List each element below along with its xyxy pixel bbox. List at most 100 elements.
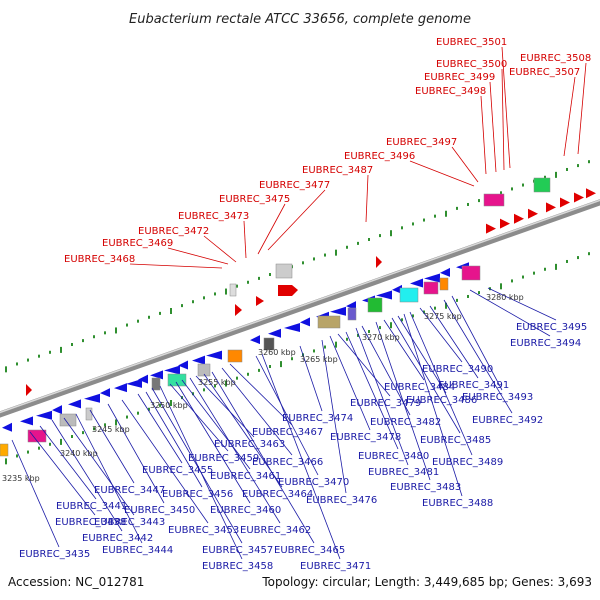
kbp-label: 3255 kbp: [198, 378, 236, 387]
label-pointer-line: [169, 383, 229, 452]
label-pointer-line: [391, 317, 461, 434]
label-pointer-line: [397, 315, 447, 394]
kbp-label: 3270 kbp: [362, 333, 400, 342]
label-pointer-line: [129, 263, 223, 269]
genome-backbone-highlight: [0, 199, 600, 414]
reverse-gene-arrow: [300, 317, 310, 327]
reverse-gene-label: EUBREC_3470: [278, 477, 349, 488]
reverse-gene-arrow: [410, 278, 423, 288]
forward-gene-arrow: [574, 192, 584, 203]
forward-gene-arrow: [586, 188, 596, 199]
colored-features: [0, 177, 551, 457]
reverse-gene-label: EUBREC_3479: [350, 398, 421, 409]
label-pointer-line: [189, 377, 281, 524]
forward-label-lines: [129, 46, 587, 269]
kbp-label: 3240 kbp: [60, 449, 98, 458]
outer-tick-track: [5, 160, 590, 373]
label-pointer-line: [75, 413, 143, 544]
label-pointer-line: [501, 46, 511, 169]
label-pointer-line: [501, 68, 505, 171]
forward-gene-arrow: [560, 197, 570, 208]
forward-gene-label: EUBREC_3487: [302, 165, 373, 176]
gene-feature-box: [347, 307, 357, 321]
reverse-gene-arrow: [440, 267, 450, 277]
reverse-gene-label: EUBREC_3471: [300, 561, 371, 572]
reverse-gene-arrow: [100, 388, 110, 398]
forward-gene-label: EUBREC_3499: [424, 72, 495, 83]
label-pointer-line: [419, 307, 463, 363]
label-pointer-line: [403, 313, 463, 497]
reverse-gene-label: EUBREC_3478: [330, 432, 401, 443]
label-pointer-line: [257, 203, 286, 255]
forward-gene-label: EUBREC_3473: [178, 211, 249, 222]
forward-gene-label: EUBREC_3507: [509, 67, 580, 78]
reverse-gene-label: EUBREC_3489: [432, 457, 503, 468]
label-pointer-line: [229, 363, 293, 426]
reverse-gene-label: EUBREC_3459: [188, 453, 259, 464]
label-pointer-line: [121, 399, 209, 524]
gene-feature-box: [229, 283, 237, 297]
label-pointer-line: [361, 325, 411, 416]
gene-feature-box: [461, 265, 481, 281]
kbp-label: 3280 kbp: [486, 293, 524, 302]
forward-gene-arrow: [546, 202, 556, 213]
label-pointer-line: [299, 345, 323, 412]
label-pointer-line: [383, 319, 425, 381]
label-pointer-line: [409, 311, 473, 456]
reverse-label-lines: [11, 287, 557, 560]
reverse-gene-arrow: [164, 365, 180, 375]
forward-gene-arrow: [376, 256, 382, 268]
label-pointer-line: [39, 425, 97, 500]
reverse-gene-label: EUBREC_3441: [56, 501, 127, 512]
label-pointer-line: [63, 417, 135, 516]
reverse-gene-label: EUBREC_3456: [162, 489, 233, 500]
reverse-gene-label: EUBREC_3493: [462, 392, 533, 403]
reverse-gene-arrow: [330, 306, 346, 316]
label-pointer-line: [181, 379, 251, 470]
reverse-gene-arrow: [376, 290, 392, 300]
reverse-gene-label: EUBREC_3486: [406, 395, 477, 406]
topology-label: Topology: circular; Length: 3,449,685 bp…: [261, 575, 592, 589]
forward-gene-label: EUBREC_3501: [436, 37, 507, 48]
reverse-gene-arrow: [178, 360, 188, 370]
reverse-gene-arrow: [424, 273, 440, 283]
kbp-scale-labels: 3235 kbp 3240 kbp 3245 kbp 3250 kbp 3255 kbp…: [2, 293, 524, 483]
label-pointer-line: [221, 367, 293, 456]
reverse-gene-label: EUBREC_3488: [422, 498, 493, 509]
reverse-gene-label: EUBREC_3467: [252, 427, 323, 438]
reverse-gene-label: EUBREC_3492: [472, 415, 543, 426]
forward-gene-arrow: [514, 213, 524, 224]
label-pointer-line: [337, 333, 391, 397]
reverse-gene-arrow: [52, 405, 62, 415]
reverse-gene-label: EUBREC_3491: [438, 380, 509, 391]
label-pointer-line: [480, 95, 487, 175]
label-pointer-line: [451, 146, 479, 183]
forward-strand-genes: [26, 188, 596, 396]
label-pointer-line: [375, 321, 431, 481]
reverse-gene-label: EUBREC_3495: [516, 322, 587, 333]
label-pointer-line: [11, 439, 60, 548]
label-pointer-line: [345, 331, 399, 450]
forward-gene-arrow: [26, 384, 32, 396]
reverse-gene-arrow: [126, 378, 142, 388]
reverse-gene-arrow: [192, 355, 205, 365]
reverse-gene-label: EUBREC_3443: [94, 517, 165, 528]
gene-feature-box: [367, 297, 383, 313]
accession-label: Accession: NC_012781: [8, 575, 144, 589]
reverse-gene-label: EUBREC_3442: [82, 533, 153, 544]
kbp-label: 3245 kbp: [92, 425, 130, 434]
gene-feature-box: [275, 263, 293, 279]
reverse-gene-label: EUBREC_3462: [240, 525, 311, 536]
reverse-gene-arrow: [284, 323, 300, 333]
reverse-gene-arrow: [250, 335, 260, 345]
kbp-label: 3275 kbp: [424, 312, 462, 321]
reverse-gene-label: EUBREC_3457: [202, 545, 273, 556]
reverse-gene-label: EUBREC_3463: [214, 439, 285, 450]
label-pointer-line: [451, 295, 503, 391]
forward-gene-label: EUBREC_3468: [64, 254, 135, 265]
reverse-gene-label: EUBREC_3465: [274, 545, 345, 556]
forward-gene-label: EUBREC_3498: [415, 86, 486, 97]
reverse-gene-label: EUBREC_3460: [210, 505, 281, 516]
reverse-gene-label: EUBREC_3444: [102, 545, 173, 556]
